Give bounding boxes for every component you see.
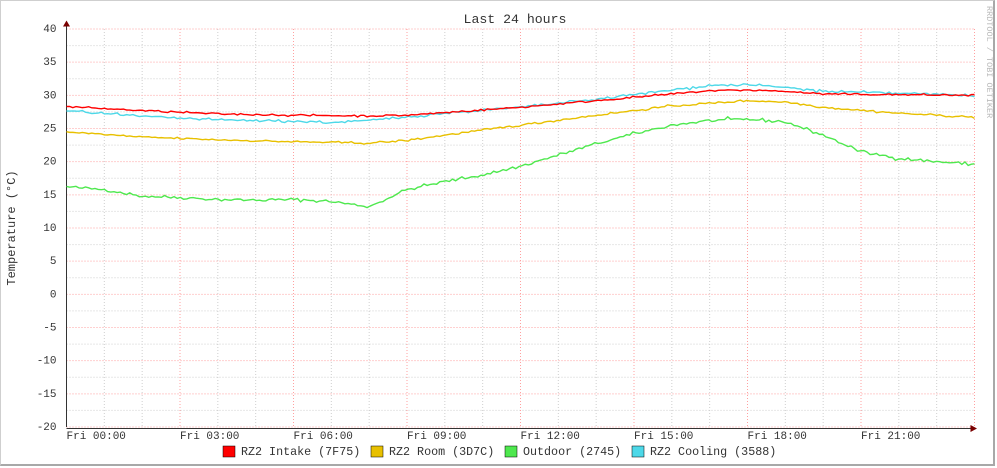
svg-text:Fri 06:00: Fri 06:00 xyxy=(294,431,353,443)
svg-text:-20: -20 xyxy=(37,422,57,434)
svg-text:RRDTOOL / TOBI OETIKER: RRDTOOL / TOBI OETIKER xyxy=(984,6,994,118)
svg-text:Fri 00:00: Fri 00:00 xyxy=(67,431,126,443)
svg-text:Outdoor (2745): Outdoor (2745) xyxy=(523,445,621,459)
svg-text:Fri 03:00: Fri 03:00 xyxy=(180,431,239,443)
svg-text:RZ2 Cooling (3588): RZ2 Cooling (3588) xyxy=(650,445,776,459)
svg-text:RZ2 Room (3D7C): RZ2 Room (3D7C) xyxy=(389,445,494,459)
svg-text:Fri 15:00: Fri 15:00 xyxy=(634,431,693,443)
svg-text:30: 30 xyxy=(43,90,56,102)
svg-text:25: 25 xyxy=(43,124,56,136)
svg-text:-10: -10 xyxy=(37,356,57,368)
svg-text:5: 5 xyxy=(50,256,57,268)
svg-text:Temperature (°C): Temperature (°C) xyxy=(5,170,19,285)
svg-text:Fri 09:00: Fri 09:00 xyxy=(407,431,466,443)
svg-text:Fri 18:00: Fri 18:00 xyxy=(748,431,807,443)
svg-text:15: 15 xyxy=(43,190,56,202)
svg-text:RZ2 Intake (7F75): RZ2 Intake (7F75) xyxy=(241,445,360,459)
svg-text:10: 10 xyxy=(43,223,56,235)
svg-text:-15: -15 xyxy=(37,389,57,401)
svg-text:-5: -5 xyxy=(43,323,56,335)
svg-text:35: 35 xyxy=(43,57,56,69)
svg-text:0: 0 xyxy=(50,289,57,301)
svg-text:40: 40 xyxy=(43,24,56,36)
svg-text:Fri 12:00: Fri 12:00 xyxy=(521,431,580,443)
svg-text:20: 20 xyxy=(43,157,56,169)
svg-text:Last 24 hours: Last 24 hours xyxy=(464,12,567,27)
svg-text:Fri 21:00: Fri 21:00 xyxy=(861,431,920,443)
